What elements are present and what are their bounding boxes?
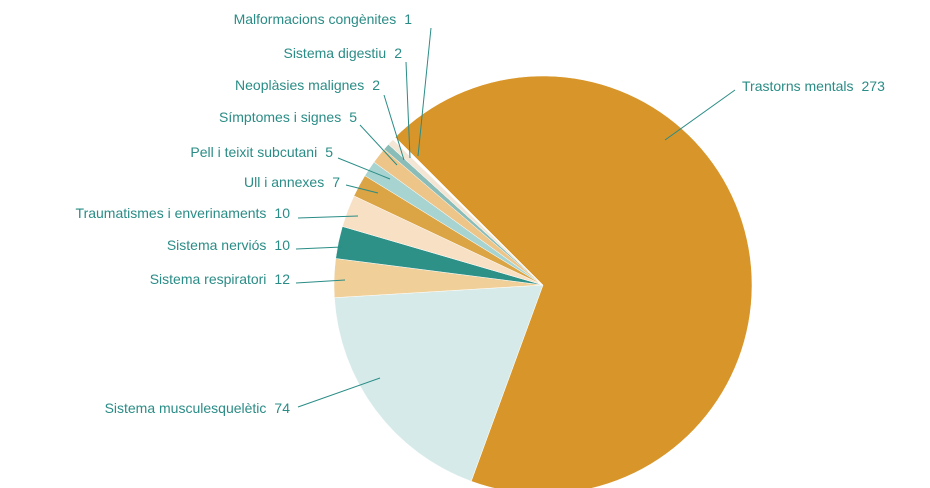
- slice-name: Trastorns mentals: [742, 78, 854, 94]
- leader-line: [295, 279, 346, 284]
- pie-slice: [394, 75, 753, 488]
- slice-label: Sistema digestiu 2: [283, 45, 402, 61]
- leader-line: [417, 27, 432, 157]
- slice-label: Sistema nerviós 10: [167, 237, 290, 253]
- slice-value: 2: [372, 77, 380, 93]
- slice-label: Neoplàsies malignes 2: [235, 77, 380, 93]
- slice-value: 12: [274, 271, 290, 287]
- slice-name: Pell i teixit subcutani: [190, 144, 317, 160]
- slice-label: Traumatismes i enverinaments 10: [76, 205, 291, 221]
- slice-label: Símptomes i signes 5: [219, 109, 357, 125]
- slice-name: Traumatismes i enverinaments: [76, 205, 267, 221]
- slice-value: 2: [394, 45, 402, 61]
- leader-line: [297, 377, 381, 408]
- slice-name: Sistema respiratori: [150, 271, 267, 287]
- slice-value: 1: [404, 11, 412, 27]
- leader-line: [359, 124, 398, 166]
- pie-slice: [334, 284, 544, 482]
- leader-line: [405, 61, 411, 159]
- slice-name: Sistema digestiu: [283, 45, 386, 61]
- pie-slice: [392, 136, 544, 286]
- leader-line: [297, 215, 359, 219]
- slice-name: Malformacions congènites: [234, 11, 397, 27]
- slice-value: 5: [349, 109, 357, 125]
- leader-line: [345, 184, 379, 194]
- slice-name: Neoplàsies malignes: [235, 77, 364, 93]
- slice-label: Malformacions congènites 1: [234, 11, 413, 27]
- slice-value: 74: [274, 400, 290, 416]
- slice-label: Ull i annexes 7: [244, 174, 340, 190]
- slice-label: Sistema musculesquelètic 74: [105, 400, 291, 416]
- slice-name: Sistema nerviós: [167, 237, 267, 253]
- leader-line: [383, 94, 405, 161]
- leader-line: [295, 246, 343, 250]
- slice-value: 10: [274, 237, 290, 253]
- slice-name: Ull i annexes: [244, 174, 324, 190]
- slice-value: 5: [325, 144, 333, 160]
- slice-label: Trastorns mentals 273: [742, 78, 885, 94]
- slice-name: Sistema musculesquelètic: [105, 400, 267, 416]
- slice-value: 7: [332, 174, 340, 190]
- slice-value: 273: [862, 78, 886, 94]
- slice-label: Pell i teixit subcutani 5: [190, 144, 333, 160]
- slice-name: Símptomes i signes: [219, 109, 341, 125]
- slice-label: Sistema respiratori 12: [150, 271, 290, 287]
- slice-value: 10: [274, 205, 290, 221]
- leader-line: [664, 89, 736, 141]
- leader-line: [337, 157, 391, 180]
